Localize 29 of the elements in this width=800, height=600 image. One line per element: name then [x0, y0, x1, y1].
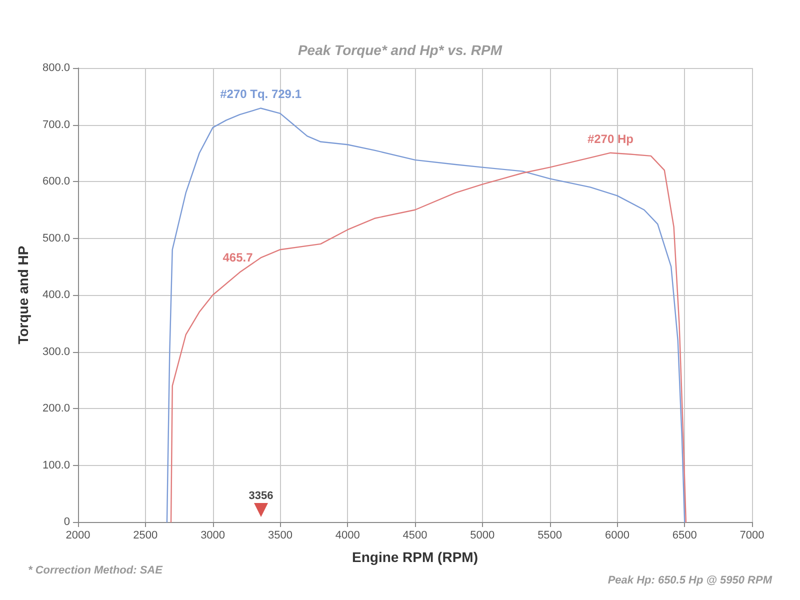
x-tick-label: 6000 — [604, 530, 630, 542]
text: #270 Tq. 729.1 — [220, 87, 302, 102]
series-label: #270 Hp — [587, 132, 634, 146]
x-tick-label: 5000 — [470, 530, 495, 542]
y-tick-label: 300.0 — [42, 346, 70, 358]
x-tick-label: 3000 — [200, 530, 226, 542]
y-tick-label: 100.0 — [42, 459, 70, 472]
y-axis-title: Torque and HP — [15, 246, 31, 344]
y-tick-label: 700.0 — [42, 118, 70, 131]
y-tick-label: 600.0 — [42, 176, 70, 188]
y-tick-label: 500.0 — [42, 232, 70, 244]
y-tick-label: 0 — [64, 516, 70, 528]
x-tick-label: 6500 — [672, 530, 697, 542]
x-tick-label: 4000 — [335, 530, 360, 542]
x-tick-label: 7000 — [740, 530, 764, 542]
text: Peak Hp: 650.5 Hp @ 5950 RPM — [608, 574, 773, 586]
x-tick-label: 5500 — [538, 530, 562, 542]
x-tick-label: 3500 — [268, 530, 292, 542]
x-axis-title: Engine RPM (RPM) — [352, 549, 478, 565]
y-tick-label: 400.0 — [42, 289, 70, 301]
x-tick-label: 2500 — [133, 530, 158, 542]
y-tick-label: 800.0 — [42, 62, 70, 74]
y-tick-label: 200.0 — [42, 402, 70, 414]
data-label: 465.7 — [222, 250, 254, 265]
x-tick-label: 4500 — [402, 530, 428, 542]
text: * Correction Method: SAE — [28, 564, 164, 576]
annotation: 3356 — [248, 490, 274, 502]
chart-title: Peak Torque* and Hp* vs. RPM — [298, 42, 502, 58]
x-tick-label: 2000 — [66, 530, 90, 542]
